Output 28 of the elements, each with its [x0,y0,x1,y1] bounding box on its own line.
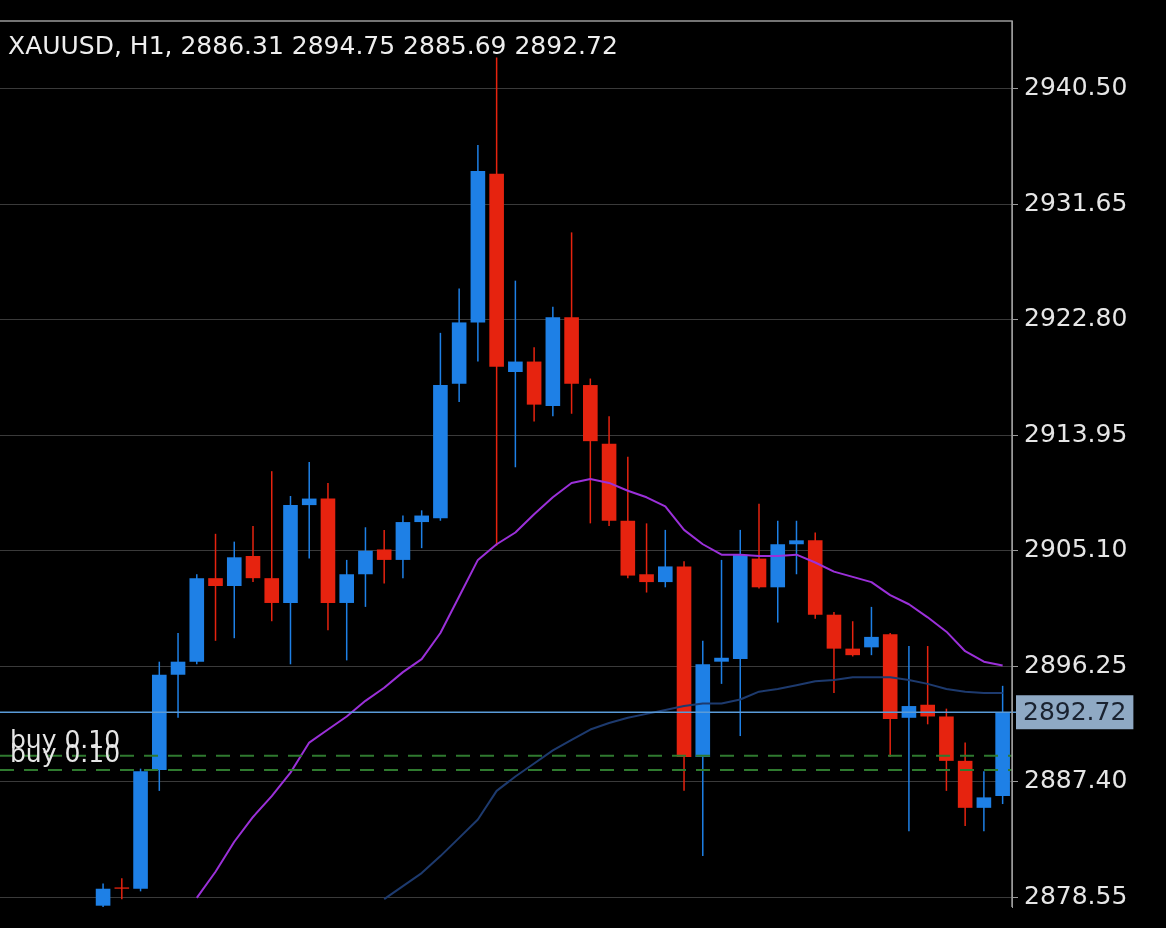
y-tick-label: 2931.65 [1024,187,1128,217]
candlestick [864,606,879,656]
chart-title: XAUUSD, H1, 2886.31 2894.75 2885.69 2892.72 [8,30,618,60]
candlestick [95,882,111,908]
y-tick-label: 2913.95 [1024,418,1128,448]
candlestick [976,770,992,833]
candlestick [714,559,729,685]
candlestick [901,645,917,833]
y-tick-label: 2905.10 [1024,534,1128,564]
candlestick [301,461,317,560]
candlestick [245,525,261,583]
y-tick-label: 2922.80 [1024,303,1128,333]
ref-line-label: 2892.72 [1023,696,1127,726]
candlestick [789,520,804,576]
candlestick [639,522,654,594]
candlestick [845,620,861,658]
candlestick [508,279,523,469]
y-tick-label: 2940.50 [1024,72,1128,102]
candlestick [414,509,429,549]
y-tick-label: 2887.40 [1024,765,1128,795]
candlestick [657,529,673,589]
candlestick [376,529,392,585]
candlestick [114,877,130,900]
candlestick [358,526,373,608]
candlestick [170,632,186,719]
y-tick-label: 2878.55 [1024,880,1128,910]
candlestick [208,533,223,642]
y-tick-label: 2896.25 [1024,649,1128,679]
